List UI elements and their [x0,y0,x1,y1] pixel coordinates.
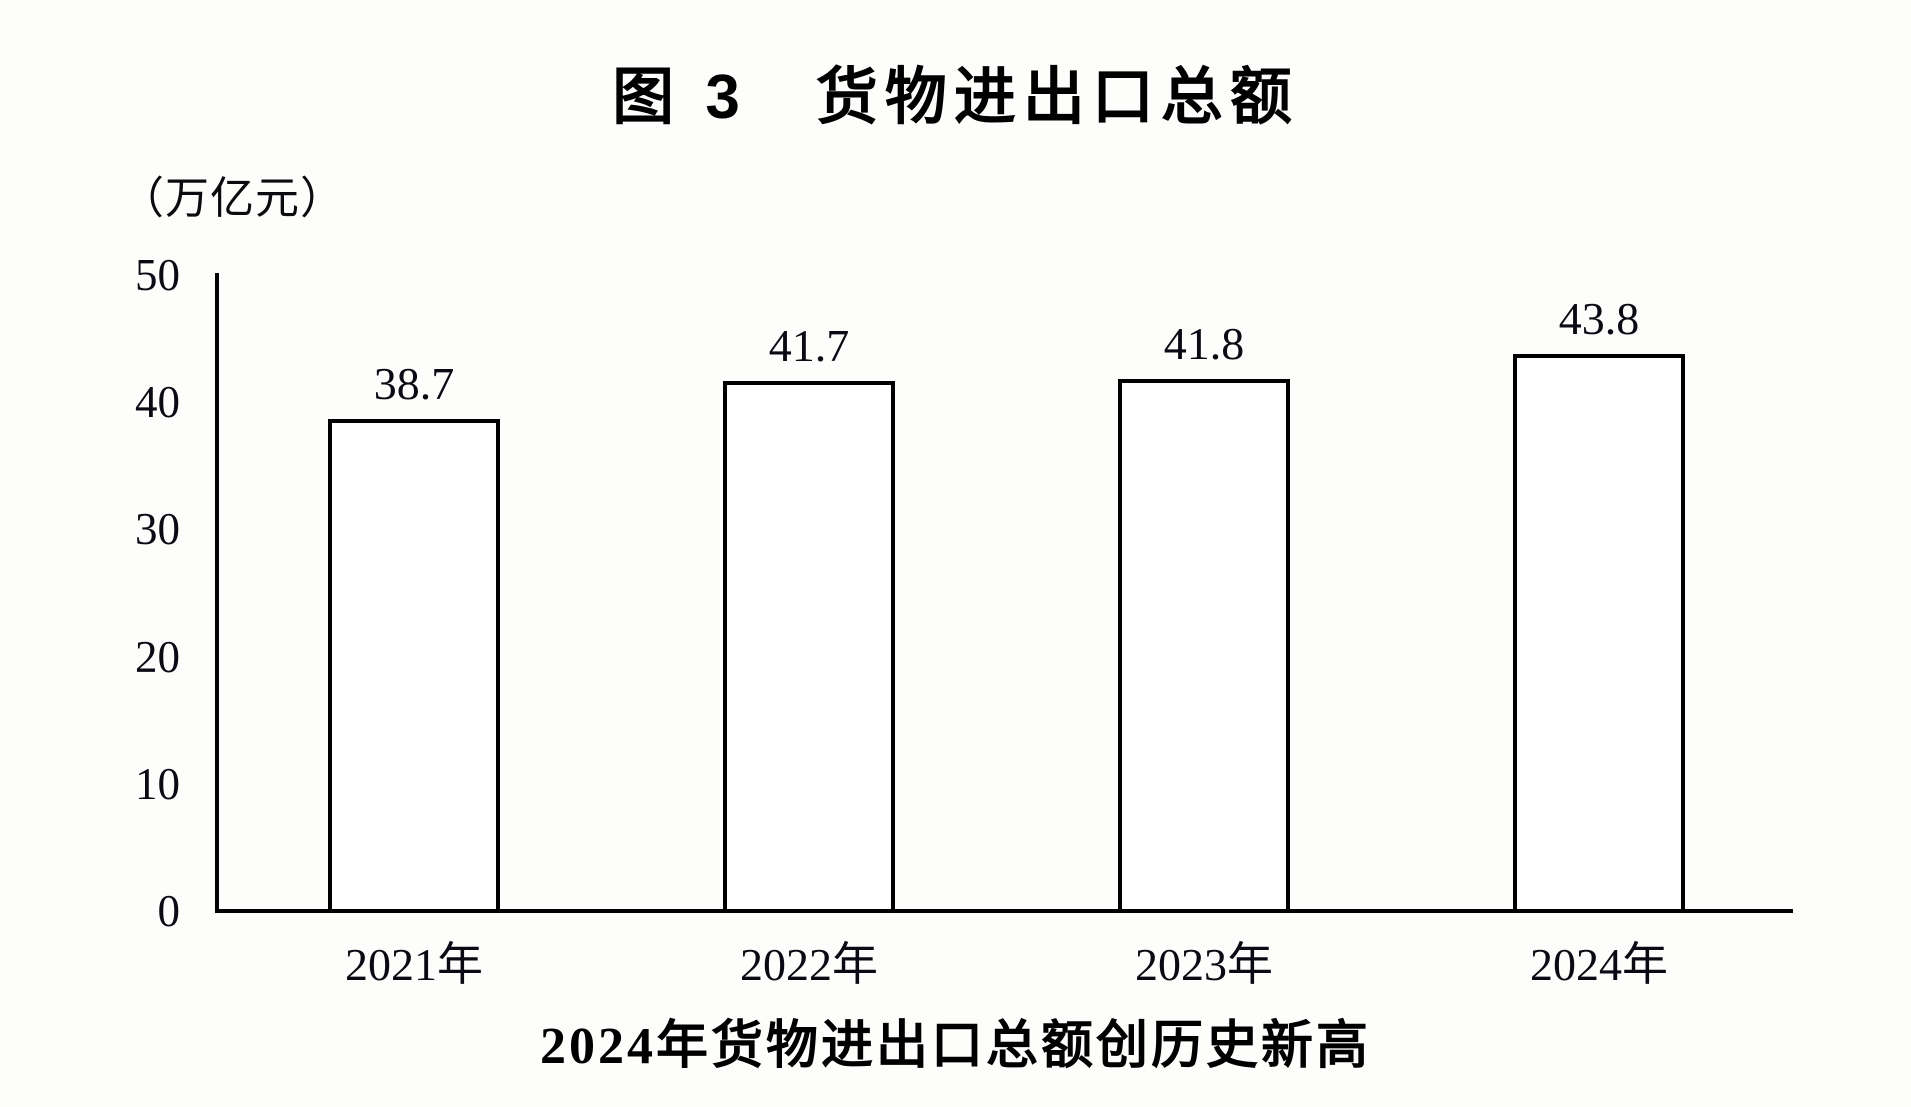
y-tick-label: 20 [135,631,180,682]
bar-value-label: 41.7 [768,319,850,371]
x-tick-label: 2023年 [1135,939,1273,990]
y-tick-label: 40 [135,377,180,428]
y-tick-label: 0 [157,886,181,936]
chart-title: 图 3 货物进出口总额 [612,63,1299,132]
bar-value-label: 43.8 [1558,292,1640,344]
bar-2024年 [1513,353,1685,913]
y-axis-unit-label: （万亿元） [120,174,345,223]
x-tick-label: 2021年 [345,939,483,990]
bar-2022年 [723,380,895,913]
x-axis-line [215,909,1793,913]
x-tick-label: 2024年 [1530,939,1668,990]
y-tick-label: 50 [135,250,180,300]
y-tick-label: 10 [135,758,180,809]
bar-value-label: 38.7 [373,357,455,409]
x-tick-label: 2022年 [740,939,878,990]
bar-2023年 [1118,379,1290,913]
y-axis-line [215,273,219,913]
bar-2021年 [328,418,500,913]
y-tick-label: 30 [135,504,180,555]
chart-caption: 2024年货物进出口总额创历史新高 [539,1018,1371,1075]
bar-value-label: 41.8 [1163,318,1245,370]
